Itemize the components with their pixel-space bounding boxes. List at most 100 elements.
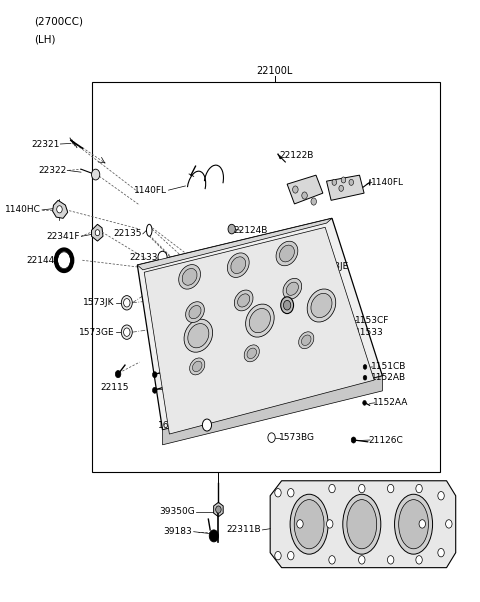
Ellipse shape bbox=[189, 306, 201, 318]
Polygon shape bbox=[287, 175, 323, 204]
Bar bbox=[92, 82, 440, 472]
Circle shape bbox=[326, 520, 333, 528]
Ellipse shape bbox=[228, 253, 249, 278]
Circle shape bbox=[203, 419, 212, 431]
Circle shape bbox=[416, 485, 422, 493]
Circle shape bbox=[416, 556, 422, 564]
Polygon shape bbox=[137, 219, 383, 430]
Circle shape bbox=[363, 400, 366, 405]
Text: (LH): (LH) bbox=[34, 34, 56, 45]
Circle shape bbox=[359, 485, 365, 493]
Text: 22124B: 22124B bbox=[234, 226, 268, 235]
Circle shape bbox=[302, 192, 307, 199]
Circle shape bbox=[121, 296, 132, 310]
Circle shape bbox=[275, 551, 281, 560]
Circle shape bbox=[332, 179, 336, 185]
Circle shape bbox=[387, 485, 394, 493]
Polygon shape bbox=[270, 481, 456, 568]
Circle shape bbox=[92, 169, 100, 180]
Text: 22100L: 22100L bbox=[257, 66, 293, 76]
Ellipse shape bbox=[250, 308, 270, 333]
Circle shape bbox=[419, 520, 425, 528]
Circle shape bbox=[359, 556, 365, 564]
Text: 22144: 22144 bbox=[26, 256, 55, 265]
Text: 1152AB: 1152AB bbox=[371, 373, 406, 382]
Circle shape bbox=[329, 556, 335, 564]
Circle shape bbox=[363, 375, 367, 380]
Ellipse shape bbox=[347, 500, 377, 549]
Circle shape bbox=[339, 185, 344, 191]
Text: 1573JE: 1573JE bbox=[318, 262, 349, 271]
Circle shape bbox=[121, 325, 132, 340]
Ellipse shape bbox=[343, 494, 381, 554]
Circle shape bbox=[341, 177, 346, 183]
Circle shape bbox=[351, 437, 356, 443]
Circle shape bbox=[153, 387, 157, 393]
Polygon shape bbox=[144, 228, 374, 434]
Polygon shape bbox=[214, 502, 223, 517]
Ellipse shape bbox=[179, 265, 201, 289]
Text: 22341F: 22341F bbox=[47, 232, 80, 241]
Circle shape bbox=[158, 251, 167, 263]
Ellipse shape bbox=[188, 324, 209, 348]
Ellipse shape bbox=[299, 332, 314, 349]
Circle shape bbox=[123, 328, 130, 337]
Text: 22311B: 22311B bbox=[227, 526, 261, 535]
Ellipse shape bbox=[307, 289, 336, 322]
Ellipse shape bbox=[395, 494, 432, 554]
Circle shape bbox=[281, 297, 294, 314]
Circle shape bbox=[209, 530, 218, 542]
Text: 22135: 22135 bbox=[113, 229, 142, 238]
Ellipse shape bbox=[399, 500, 429, 549]
Ellipse shape bbox=[244, 345, 259, 362]
Text: 1573GE: 1573GE bbox=[79, 327, 114, 337]
Text: 22322: 22322 bbox=[38, 166, 66, 175]
Text: 1140FL: 1140FL bbox=[134, 185, 167, 194]
Text: 39183: 39183 bbox=[164, 527, 192, 536]
Polygon shape bbox=[163, 376, 383, 445]
Circle shape bbox=[438, 492, 444, 500]
Circle shape bbox=[95, 230, 100, 236]
Text: 22129: 22129 bbox=[293, 300, 322, 309]
Circle shape bbox=[349, 179, 354, 185]
Circle shape bbox=[293, 186, 298, 193]
Circle shape bbox=[311, 198, 316, 205]
Text: 39350G: 39350G bbox=[159, 507, 194, 517]
Ellipse shape bbox=[276, 241, 298, 265]
Circle shape bbox=[387, 556, 394, 564]
Text: 22122B: 22122B bbox=[279, 152, 314, 161]
Polygon shape bbox=[137, 219, 332, 270]
Text: 1601DG: 1601DG bbox=[158, 421, 194, 430]
Text: 1153CF: 1153CF bbox=[355, 315, 389, 324]
Circle shape bbox=[329, 485, 335, 493]
Text: 22115: 22115 bbox=[100, 383, 129, 392]
Ellipse shape bbox=[182, 268, 197, 285]
Ellipse shape bbox=[294, 500, 324, 549]
Text: 22133: 22133 bbox=[130, 253, 158, 262]
Text: 22125A: 22125A bbox=[165, 370, 199, 379]
Circle shape bbox=[216, 506, 221, 513]
Ellipse shape bbox=[192, 361, 202, 371]
Circle shape bbox=[288, 489, 294, 497]
Text: 22114A: 22114A bbox=[265, 281, 300, 290]
Text: 22125B: 22125B bbox=[165, 385, 199, 394]
Polygon shape bbox=[326, 175, 364, 200]
Ellipse shape bbox=[190, 358, 205, 375]
Circle shape bbox=[153, 371, 157, 377]
Ellipse shape bbox=[290, 494, 328, 554]
Ellipse shape bbox=[247, 348, 256, 359]
Circle shape bbox=[228, 225, 235, 234]
Ellipse shape bbox=[246, 304, 274, 337]
Text: 1573BG: 1573BG bbox=[279, 433, 315, 442]
Ellipse shape bbox=[238, 294, 250, 307]
Text: 22321: 22321 bbox=[31, 140, 60, 149]
Ellipse shape bbox=[186, 302, 204, 323]
Circle shape bbox=[363, 365, 367, 369]
Ellipse shape bbox=[231, 257, 246, 273]
Text: 1140FL: 1140FL bbox=[371, 178, 404, 187]
Circle shape bbox=[115, 370, 121, 377]
Circle shape bbox=[438, 548, 444, 557]
Circle shape bbox=[275, 489, 281, 497]
Ellipse shape bbox=[234, 290, 253, 311]
Circle shape bbox=[297, 520, 303, 528]
